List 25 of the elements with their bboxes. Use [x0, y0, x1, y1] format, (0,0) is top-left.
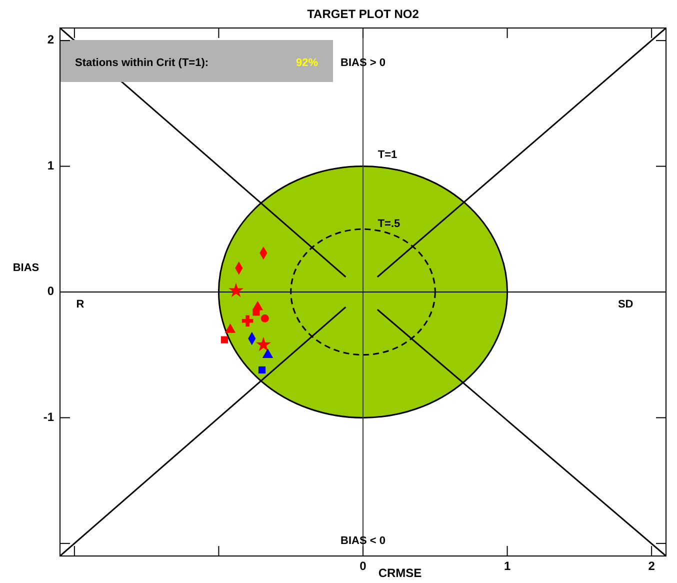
point	[256, 336, 271, 352]
y-tick-label: -1	[43, 410, 54, 424]
annotation: Stations within Crit (T=1):	[75, 57, 209, 69]
y-axis-title: BIAS	[12, 262, 40, 274]
x-tick-label: 2	[648, 559, 656, 573]
point	[228, 282, 244, 298]
point	[242, 315, 254, 327]
point	[220, 336, 228, 344]
y-tick-label: 2	[47, 32, 54, 47]
point	[262, 348, 274, 358]
x-axis-title: CRMSE	[378, 566, 422, 580]
annotation: T=.5	[378, 218, 400, 230]
y-tick-label: 1	[47, 158, 54, 172]
point	[252, 308, 260, 316]
x-tick-label: 0	[360, 559, 367, 573]
annotation: SD	[618, 298, 634, 310]
point	[260, 314, 269, 322]
y-tick-label: 0	[47, 284, 54, 298]
annotation: 92%	[296, 57, 318, 69]
annotation: T=1	[378, 148, 398, 161]
x-tick-label: 1	[504, 559, 511, 573]
chart-title: TARGET PLOT NO2	[307, 7, 420, 21]
point	[258, 366, 266, 374]
point	[224, 324, 236, 333]
annotation: R	[76, 298, 84, 310]
